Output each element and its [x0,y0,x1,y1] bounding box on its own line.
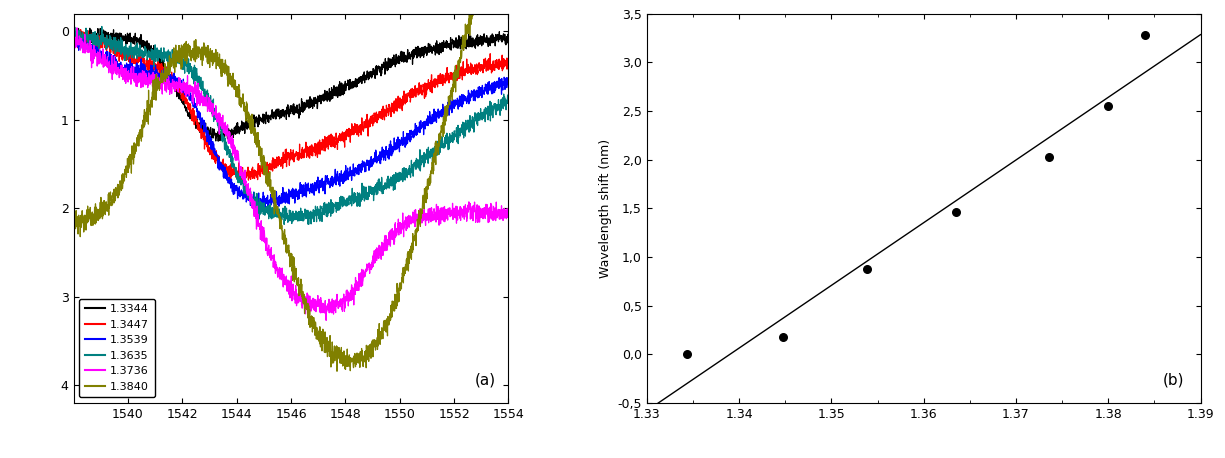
1.3840 [330,369,344,374]
1.3635 [489,112,503,117]
1.3344 [278,110,293,116]
1.3539 [409,123,424,128]
Point [677,351,697,358]
1.3344 [82,26,97,31]
1.3344 [489,35,503,40]
Text: (a): (a) [474,372,495,387]
1.3635 [66,36,81,41]
Line: 1.3635: 1.3635 [74,27,508,227]
1.3635 [88,35,103,40]
1.3539 [254,207,268,213]
1.3447 [409,89,424,94]
1.3539 [278,201,293,206]
1.3736 [501,213,516,219]
Legend: 1.3344, 1.3447, 1.3539, 1.3635, 1.3736, 1.3840: 1.3344, 1.3447, 1.3539, 1.3635, 1.3736, … [80,299,154,398]
1.3447 [489,57,503,63]
1.3840 [409,226,424,232]
1.3344 [489,33,503,38]
1.3635 [489,108,503,113]
Line: 1.3840: 1.3840 [74,0,508,371]
1.3344 [409,53,424,59]
1.3736 [409,217,424,223]
1.3840 [88,209,103,215]
1.3840 [278,234,293,240]
1.3736 [66,45,81,51]
1.3344 [88,32,103,37]
1.3447 [489,65,503,70]
Line: 1.3736: 1.3736 [74,28,508,320]
1.3447 [235,178,250,183]
1.3539 [267,195,282,201]
Line: 1.3539: 1.3539 [74,33,508,210]
1.3736 [318,317,333,323]
Point [1136,32,1155,39]
Line: 1.3447: 1.3447 [74,30,508,180]
Point [946,209,965,216]
1.3840 [266,198,281,204]
1.3635 [409,156,424,161]
1.3539 [66,40,81,46]
1.3447 [74,27,88,33]
1.3539 [88,48,103,54]
1.3539 [66,30,81,36]
1.3539 [501,81,516,87]
Y-axis label: Wavelength shift (nm): Wavelength shift (nm) [599,139,612,278]
1.3539 [489,81,503,87]
Point [1039,153,1058,160]
1.3736 [88,52,103,58]
1.3344 [66,29,81,34]
Point [773,333,793,341]
1.3447 [501,64,516,70]
1.3344 [501,30,516,36]
1.3447 [66,31,81,36]
1.3447 [278,147,293,152]
1.3539 [489,83,503,88]
1.3736 [489,211,503,216]
Point [1099,103,1118,110]
Line: 1.3344: 1.3344 [74,28,508,141]
Text: (b): (b) [1163,372,1183,387]
1.3635 [278,212,293,217]
1.3635 [501,93,516,99]
1.3635 [266,206,281,212]
1.3840 [66,225,81,231]
1.3344 [267,110,282,116]
1.3447 [88,38,103,44]
Point [858,265,877,273]
1.3447 [267,162,282,168]
1.3736 [278,281,293,286]
1.3344 [211,138,225,144]
1.3736 [489,199,503,205]
1.3736 [70,25,85,31]
1.3635 [273,224,288,229]
1.3635 [94,24,109,29]
1.3736 [266,262,281,268]
